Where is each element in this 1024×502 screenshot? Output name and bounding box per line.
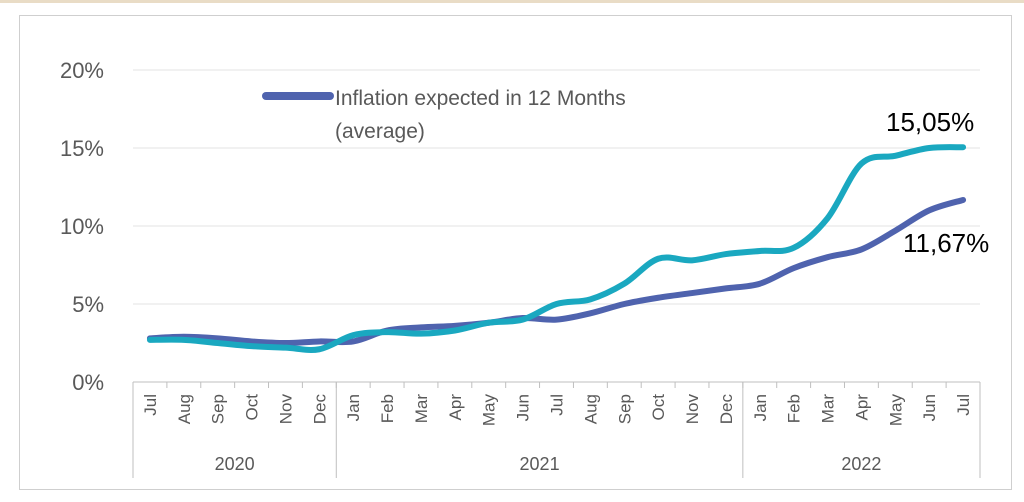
x-tick-label: Feb <box>378 394 397 423</box>
x-tick-label: Jun <box>920 394 939 421</box>
x-tick-label: Jun <box>514 394 533 421</box>
x-tick-label: Aug <box>581 394 600 424</box>
x-tick-label: Mar <box>819 394 838 424</box>
x-tick-label: Oct <box>243 394 262 421</box>
series-line-2 <box>146 144 967 353</box>
x-tick-label: Sep <box>615 394 634 424</box>
y-tick-label: 15% <box>60 136 104 161</box>
x-tick-label: Aug <box>175 394 194 424</box>
data-labels: 11,67% 15,05% <box>886 107 989 258</box>
year-labels: 2020 2021 2022 <box>132 382 981 478</box>
x-axis: Jul Aug Sep Oct Nov Dec Jan Feb Mar Apr May Jun Jul A… <box>132 381 981 427</box>
x-tick-label: Apr <box>852 394 871 421</box>
data-label-series-2: 15,05% <box>886 107 974 137</box>
legend-label-line-2: (average) <box>335 120 425 143</box>
x-tick-label: Oct <box>649 394 668 421</box>
x-tick-label: Dec <box>310 394 329 425</box>
x-tick-label: Feb <box>785 394 804 423</box>
x-tick-label: Jan <box>344 394 363 421</box>
y-tick-label: 0% <box>72 370 104 395</box>
year-label: 2020 <box>215 454 255 474</box>
x-tick-label: Mar <box>412 394 431 424</box>
x-tick-label: Nov <box>276 394 295 425</box>
x-tick-label: May <box>480 394 499 427</box>
legend: Inflation expected in 12 Months (average… <box>262 87 626 143</box>
y-tick-label: 20% <box>60 58 104 83</box>
x-tick-label: Jul <box>548 394 567 416</box>
x-tick-label: Dec <box>717 394 736 425</box>
x-tick-label: Apr <box>446 394 465 421</box>
series-line-1 <box>146 196 967 346</box>
year-label: 2022 <box>841 454 881 474</box>
legend-label-line-1: Inflation expected in 12 Months <box>335 87 626 110</box>
y-tick-label: 5% <box>72 292 104 317</box>
x-tick-label: Nov <box>683 394 702 425</box>
x-tick-label: Jan <box>751 394 770 421</box>
data-label-series-1: 11,67% <box>903 228 989 258</box>
top-border-line <box>0 0 1024 3</box>
year-label: 2021 <box>520 454 560 474</box>
x-tick-label: Jul <box>141 394 160 416</box>
x-tick-label: Sep <box>209 394 228 424</box>
series-lines <box>146 144 967 353</box>
x-tick-label: May <box>886 394 905 427</box>
x-tick-label: Jul <box>954 394 973 416</box>
y-axis-ticks: 0% 5% 10% 15% 20% <box>60 58 104 395</box>
y-tick-label: 10% <box>60 214 104 239</box>
